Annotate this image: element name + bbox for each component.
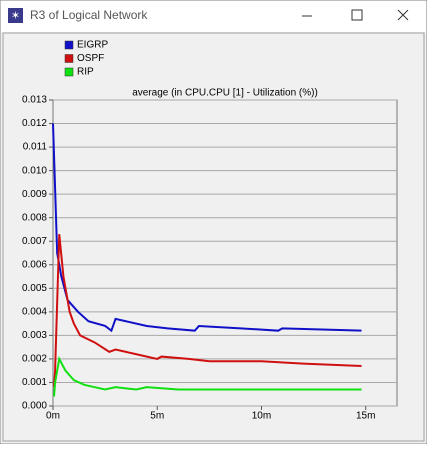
y-tick-label: 0.003 xyxy=(22,330,47,341)
y-tick-label: 0.006 xyxy=(22,259,47,270)
x-tick-label: 15m xyxy=(356,411,375,422)
y-tick-label: 0.002 xyxy=(22,354,47,365)
y-tick-label: 0.007 xyxy=(22,236,47,247)
y-tick-label: 0.009 xyxy=(22,189,47,200)
series-line xyxy=(53,355,362,397)
chart-title: average (in CPU.CPU [1] - Utilization (%… xyxy=(132,88,318,99)
close-button[interactable] xyxy=(397,9,409,21)
x-tick-label: 5m xyxy=(150,411,164,422)
series-line xyxy=(53,234,362,388)
y-tick-label: 0.011 xyxy=(23,142,48,153)
x-tick-label: 10m xyxy=(252,411,271,422)
icon-glyph: ✶ xyxy=(11,10,20,22)
maximize-button[interactable] xyxy=(351,9,363,21)
y-tick-label: 0.012 xyxy=(22,118,47,129)
app-icon xyxy=(8,8,23,23)
legend-swatch xyxy=(64,67,74,77)
y-tick-label: 0.000 xyxy=(22,401,47,412)
y-tick-label: 0.008 xyxy=(22,212,47,223)
y-tick-label: 0.004 xyxy=(22,306,47,317)
y-tick-label: 0.010 xyxy=(22,165,47,176)
x-tick-label: 0m xyxy=(46,411,60,422)
y-tick-label: 0.013 xyxy=(22,95,47,106)
title-bar xyxy=(1,1,426,32)
plot-area xyxy=(52,99,398,407)
legend-label: RIP xyxy=(77,67,94,78)
window-title: R3 of Logical Network xyxy=(30,8,148,22)
y-tick-label: 0.005 xyxy=(22,283,47,294)
legend-swatch xyxy=(64,40,74,50)
legend-label: EIGRP xyxy=(77,40,108,51)
legend-label: OSPF xyxy=(77,53,104,64)
y-tick-label: 0.001 xyxy=(22,377,47,388)
legend-swatch xyxy=(64,54,74,63)
